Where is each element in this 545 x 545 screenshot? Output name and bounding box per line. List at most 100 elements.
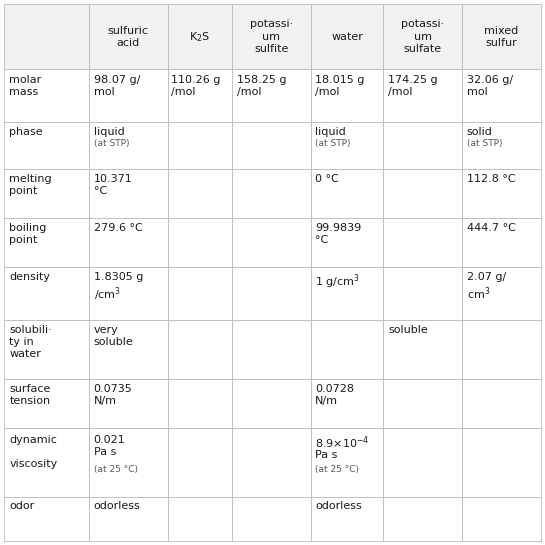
Text: odor: odor xyxy=(9,501,35,511)
Bar xyxy=(89,169,168,218)
Bar xyxy=(168,496,232,541)
Text: liquid: liquid xyxy=(315,127,346,137)
Bar xyxy=(168,169,232,218)
Bar xyxy=(311,496,383,541)
Bar xyxy=(89,496,168,541)
Bar xyxy=(89,428,168,496)
Text: 0 °C: 0 °C xyxy=(315,174,339,184)
Bar xyxy=(311,169,383,218)
Bar xyxy=(383,428,462,496)
Bar xyxy=(4,496,89,541)
Text: (at 25 °C): (at 25 °C) xyxy=(315,465,359,474)
Bar xyxy=(383,379,462,428)
Text: (at STP): (at STP) xyxy=(467,138,502,148)
Bar xyxy=(232,4,311,69)
Text: odorless: odorless xyxy=(315,501,362,511)
Bar xyxy=(89,122,168,169)
Bar xyxy=(4,428,89,496)
Text: sulfuric
acid: sulfuric acid xyxy=(108,26,149,48)
Text: 2.07 g/
cm$^3$: 2.07 g/ cm$^3$ xyxy=(467,272,506,302)
Text: boiling
point: boiling point xyxy=(9,223,47,245)
Bar xyxy=(462,69,541,122)
Bar xyxy=(232,267,311,319)
Bar xyxy=(462,218,541,267)
Bar xyxy=(383,319,462,379)
Text: 0.0735
N/m: 0.0735 N/m xyxy=(94,384,132,406)
Bar xyxy=(89,69,168,122)
Text: potassi·
um
sulfate: potassi· um sulfate xyxy=(401,20,444,54)
Text: 10.371
°C: 10.371 °C xyxy=(94,174,132,196)
Bar xyxy=(168,379,232,428)
Bar xyxy=(89,379,168,428)
Bar xyxy=(232,69,311,122)
Bar xyxy=(4,169,89,218)
Text: odorless: odorless xyxy=(94,501,141,511)
Text: K$_2$S: K$_2$S xyxy=(189,30,210,44)
Bar xyxy=(4,379,89,428)
Text: 444.7 °C: 444.7 °C xyxy=(467,223,516,233)
Bar xyxy=(232,428,311,496)
Text: 174.25 g
/mol: 174.25 g /mol xyxy=(388,75,438,96)
Bar xyxy=(383,218,462,267)
Bar xyxy=(462,122,541,169)
Bar xyxy=(311,319,383,379)
Bar xyxy=(232,122,311,169)
Bar xyxy=(462,4,541,69)
Bar xyxy=(311,267,383,319)
Text: very
soluble: very soluble xyxy=(94,325,134,348)
Bar xyxy=(4,122,89,169)
Bar xyxy=(4,267,89,319)
Bar xyxy=(168,4,232,69)
Text: 112.8 °C: 112.8 °C xyxy=(467,174,516,184)
Bar xyxy=(311,428,383,496)
Bar xyxy=(168,319,232,379)
Bar xyxy=(462,379,541,428)
Bar xyxy=(4,4,89,69)
Text: surface
tension: surface tension xyxy=(9,384,51,406)
Text: (at STP): (at STP) xyxy=(94,138,129,148)
Text: 99.9839
°C: 99.9839 °C xyxy=(315,223,361,245)
Bar xyxy=(4,218,89,267)
Text: 18.015 g
/mol: 18.015 g /mol xyxy=(315,75,365,96)
Bar xyxy=(168,428,232,496)
Text: potassi·
um
sulfite: potassi· um sulfite xyxy=(250,20,293,54)
Bar xyxy=(383,4,462,69)
Bar xyxy=(383,122,462,169)
Text: molar
mass: molar mass xyxy=(9,75,41,96)
Bar xyxy=(311,379,383,428)
Text: dynamic

viscosity: dynamic viscosity xyxy=(9,434,58,469)
Text: density: density xyxy=(9,272,51,282)
Text: 98.07 g/
mol: 98.07 g/ mol xyxy=(94,75,140,96)
Bar xyxy=(168,267,232,319)
Bar xyxy=(232,218,311,267)
Text: (at 25 °C): (at 25 °C) xyxy=(94,465,138,474)
Text: 158.25 g
/mol: 158.25 g /mol xyxy=(237,75,286,96)
Text: Pa s: Pa s xyxy=(315,450,337,460)
Bar xyxy=(383,496,462,541)
Text: liquid: liquid xyxy=(94,127,124,137)
Text: soluble: soluble xyxy=(388,325,428,336)
Bar xyxy=(89,218,168,267)
Bar xyxy=(311,69,383,122)
Text: mixed
sulfur: mixed sulfur xyxy=(484,26,518,48)
Bar xyxy=(4,319,89,379)
Bar xyxy=(89,319,168,379)
Text: 110.26 g
/mol: 110.26 g /mol xyxy=(172,75,221,96)
Bar xyxy=(168,218,232,267)
Bar xyxy=(383,169,462,218)
Bar xyxy=(383,69,462,122)
Text: 1.8305 g
/cm$^3$: 1.8305 g /cm$^3$ xyxy=(94,272,143,303)
Text: 0.0728
N/m: 0.0728 N/m xyxy=(315,384,354,406)
Bar xyxy=(462,428,541,496)
Text: phase: phase xyxy=(9,127,43,137)
Bar xyxy=(311,4,383,69)
Text: 279.6 °C: 279.6 °C xyxy=(94,223,142,233)
Bar xyxy=(4,69,89,122)
Bar xyxy=(462,496,541,541)
Text: 8.9×10$^{-4}$: 8.9×10$^{-4}$ xyxy=(315,434,370,451)
Bar xyxy=(462,267,541,319)
Bar xyxy=(462,319,541,379)
Bar xyxy=(232,379,311,428)
Bar xyxy=(311,122,383,169)
Text: 1 g/cm$^3$: 1 g/cm$^3$ xyxy=(315,272,360,290)
